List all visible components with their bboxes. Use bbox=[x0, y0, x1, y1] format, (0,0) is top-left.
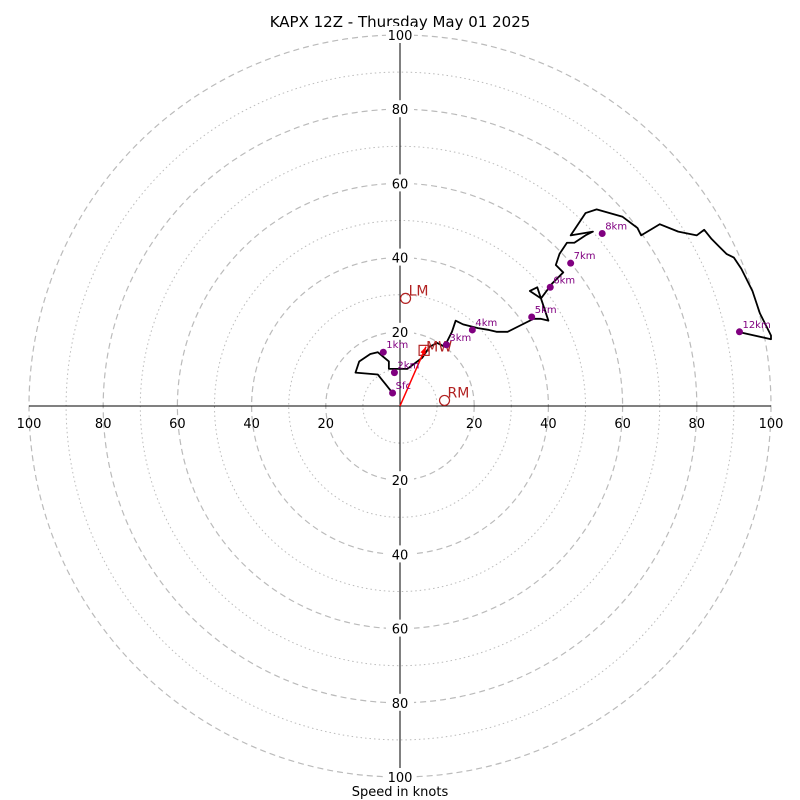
tick-label-right: 20 bbox=[466, 417, 483, 432]
storm-motion-marker bbox=[438, 394, 451, 407]
storm-motion-label: RM bbox=[448, 385, 470, 401]
tick-label-bg bbox=[386, 174, 414, 192]
height-marker-dot bbox=[390, 369, 398, 377]
height-marker-label: 2km bbox=[397, 361, 419, 372]
mean-wind-marker bbox=[418, 344, 430, 356]
shear-vector-arrowhead bbox=[420, 346, 426, 355]
tick-label-top: 60 bbox=[392, 177, 409, 192]
height-marker-dot bbox=[442, 341, 450, 349]
hodograph-line bbox=[354, 208, 772, 394]
tick-label-left: 80 bbox=[95, 417, 112, 432]
shear-vector-line bbox=[399, 346, 427, 407]
tick-label-top: 80 bbox=[392, 103, 409, 118]
height-marker-label: 7km bbox=[574, 251, 596, 262]
storm-motion-label: LM bbox=[409, 283, 429, 299]
tick-label-right: 100 bbox=[759, 417, 784, 432]
tick-label-left: 60 bbox=[169, 417, 186, 432]
tick-label-right: 40 bbox=[540, 417, 557, 432]
tick-label-bg bbox=[386, 248, 414, 266]
tick-label-left: 20 bbox=[318, 417, 335, 432]
height-marker-dot bbox=[468, 326, 476, 334]
storm-motion-marker bbox=[399, 292, 412, 305]
tick-label-right: 60 bbox=[614, 417, 631, 432]
tick-label-bg bbox=[386, 26, 414, 43]
tick-labels: 100 80 60 40 20 20 40 60 80 100 20 40 60 80 100 20 40 60 8… bbox=[17, 26, 784, 786]
tick-label-bg bbox=[386, 545, 414, 563]
height-marker-dot bbox=[528, 313, 536, 321]
tick-label-top: 20 bbox=[392, 326, 409, 341]
height-marker-label: 6km bbox=[553, 275, 575, 286]
height-marker-label: Sfc bbox=[396, 381, 411, 392]
height-marker-dot bbox=[546, 283, 554, 291]
tick-label-bottom: 80 bbox=[392, 697, 409, 712]
tick-label-bottom: 100 bbox=[388, 771, 413, 786]
height-markers: Sfc 1km 2km 3km 4km 5km 6km 7km 8km 12km bbox=[379, 221, 771, 397]
tick-label-bg bbox=[386, 693, 414, 711]
tick-label-bottom: 60 bbox=[392, 623, 409, 638]
x-axis-label: Speed in knots bbox=[352, 785, 449, 800]
height-marker-dot bbox=[735, 328, 743, 336]
tick-label-top: 40 bbox=[392, 252, 409, 267]
tick-label-left: 100 bbox=[17, 417, 42, 432]
tick-label-bottom: 40 bbox=[392, 548, 409, 563]
tick-label-bg bbox=[386, 100, 414, 118]
tick-label-right: 80 bbox=[689, 417, 706, 432]
tick-label-bg bbox=[386, 768, 414, 785]
tick-label-bg bbox=[386, 322, 414, 340]
height-marker-label: 1km bbox=[386, 340, 408, 351]
chart-title: KAPX 12Z - Thursday May 01 2025 bbox=[270, 13, 531, 31]
tick-label-left: 40 bbox=[243, 417, 260, 432]
height-marker-label: 4km bbox=[475, 318, 497, 329]
shear-vector bbox=[399, 346, 427, 407]
height-marker-label: 8km bbox=[605, 221, 627, 232]
height-marker-dot bbox=[567, 259, 575, 267]
height-marker-label: 12km bbox=[742, 320, 770, 331]
height-marker-dot bbox=[598, 229, 606, 237]
height-marker-label: 3km bbox=[449, 333, 471, 344]
tick-label-bottom: 20 bbox=[392, 474, 409, 489]
height-marker-dot bbox=[379, 348, 387, 356]
tick-label-bg bbox=[386, 471, 414, 489]
height-marker-label: 5km bbox=[535, 305, 557, 316]
tick-label-bg bbox=[386, 619, 414, 637]
tick-label-top: 100 bbox=[388, 29, 413, 44]
height-marker-dot bbox=[389, 389, 397, 397]
storm-motion-markers: LM RM bbox=[399, 283, 470, 407]
